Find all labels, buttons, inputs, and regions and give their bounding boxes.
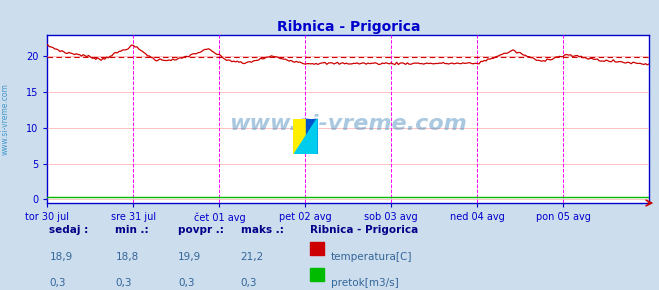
Text: pretok[m3/s]: pretok[m3/s] (331, 278, 399, 288)
Text: sedaj :: sedaj : (49, 225, 89, 235)
Text: 18,8: 18,8 (115, 252, 138, 262)
Text: min .:: min .: (115, 225, 149, 235)
Title: Ribnica - Prigorica: Ribnica - Prigorica (277, 20, 420, 34)
Bar (293, 119, 306, 154)
Text: www.si-vreme.com: www.si-vreme.com (229, 114, 467, 134)
Text: 18,9: 18,9 (49, 252, 72, 262)
Text: povpr .:: povpr .: (178, 225, 224, 235)
Polygon shape (295, 119, 317, 154)
Bar (306, 119, 318, 154)
Text: 0,3: 0,3 (241, 278, 257, 288)
Text: temperatura[C]: temperatura[C] (331, 252, 413, 262)
Text: www.si-vreme.com: www.si-vreme.com (1, 83, 10, 155)
Text: 0,3: 0,3 (178, 278, 194, 288)
Text: 0,3: 0,3 (49, 278, 66, 288)
Text: Ribnica - Prigorica: Ribnica - Prigorica (310, 225, 418, 235)
Text: 19,9: 19,9 (178, 252, 201, 262)
Text: maks .:: maks .: (241, 225, 283, 235)
Text: 0,3: 0,3 (115, 278, 132, 288)
Text: 21,2: 21,2 (241, 252, 264, 262)
